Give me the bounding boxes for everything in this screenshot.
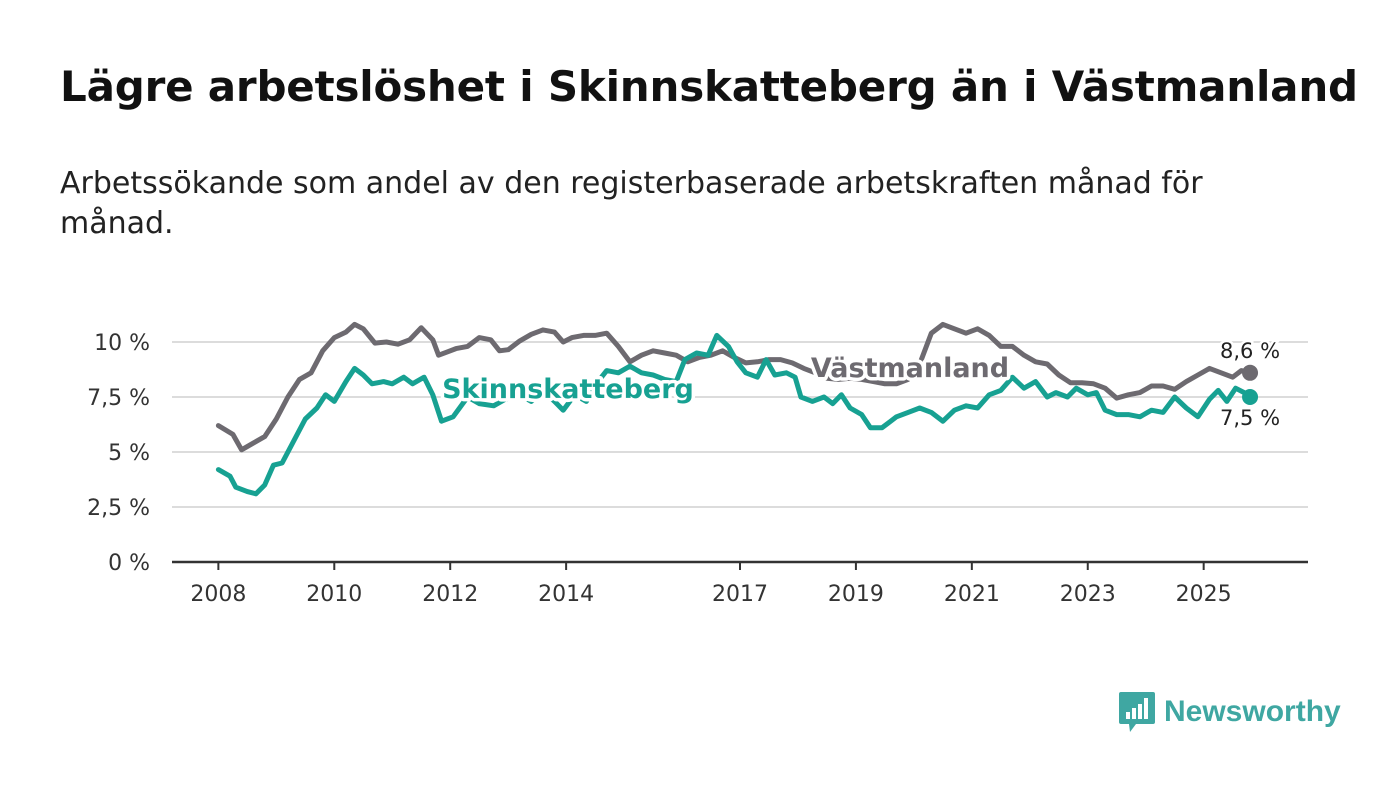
- y-tick-label: 7,5 %: [87, 386, 150, 411]
- end-value-label-västmanland: 8,6 %: [1220, 339, 1280, 363]
- series-line-skinnskatteberg: [215, 332, 1253, 497]
- x-tick-label: 2008: [190, 582, 246, 607]
- brand-logo: Newsworthy: [1118, 690, 1341, 734]
- x-tick-label: 2023: [1060, 582, 1116, 607]
- chart-title: Lägre arbetslöshet i Skinnskatteberg än …: [60, 62, 1358, 111]
- x-tick-label: 2012: [422, 582, 478, 607]
- end-value-label-skinnskatteberg: 7,5 %: [1220, 406, 1280, 430]
- end-marker-skinnskatteberg: [1242, 389, 1259, 405]
- x-tick-label: 2014: [538, 582, 594, 607]
- y-tick-label: 5 %: [108, 441, 150, 466]
- series-label-västmanland: Västmanland: [811, 353, 1009, 384]
- series-lines: [215, 321, 1259, 497]
- series-labels: Västmanland Skinnskatteberg 8,6 % 7,5 %: [439, 336, 1283, 432]
- y-tick-label: 0 %: [108, 551, 150, 576]
- y-tick-label: 10 %: [94, 331, 150, 356]
- chart-subtitle: Arbetssökande som andel av den registerb…: [60, 166, 1203, 241]
- series-label-skinnskatteberg: Skinnskatteberg: [442, 374, 694, 405]
- newsworthy-logo-icon: [1119, 692, 1155, 732]
- brand-name: Newsworthy: [1164, 695, 1341, 728]
- x-tick-label: 2025: [1176, 582, 1232, 607]
- x-tick-label: 2010: [306, 582, 362, 607]
- series-line-västmanland: [215, 321, 1253, 453]
- axes: 0 % 2,5 % 5 % 7,5 % 10 % 2008 2010 2012 2014 2017…: [87, 331, 1308, 607]
- y-tick-label: 2,5 %: [87, 496, 150, 521]
- x-tick-label: 2019: [828, 582, 884, 607]
- x-tick-label: 2021: [944, 582, 1000, 607]
- end-marker-västmanland: [1242, 364, 1259, 381]
- x-tick-label: 2017: [712, 582, 768, 607]
